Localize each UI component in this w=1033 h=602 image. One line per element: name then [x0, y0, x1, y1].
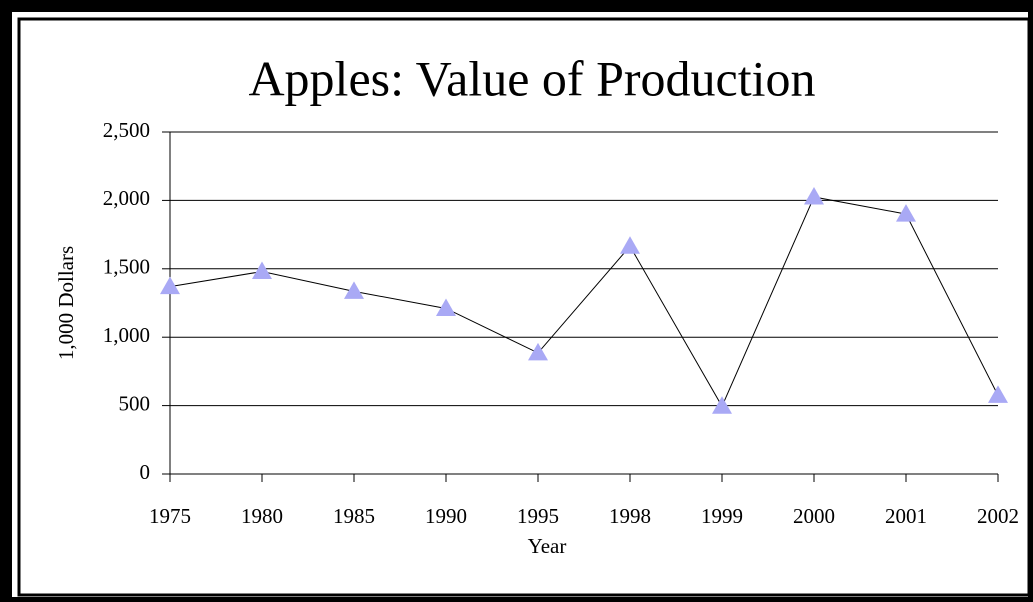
point-marker [252, 261, 272, 280]
point-marker [436, 298, 456, 316]
point-marker [528, 342, 548, 361]
x-tick-label: 2000 [793, 504, 835, 528]
point-marker [896, 204, 916, 222]
y-axis-label: 1,000 Dollars [54, 246, 78, 360]
y-tick-label: 500 [119, 391, 151, 415]
x-tick-label: 1980 [241, 504, 283, 528]
y-tick-label: 1,500 [103, 255, 150, 279]
x-tick-label: 1985 [333, 504, 375, 528]
x-tick-label: 1990 [425, 504, 467, 528]
x-tick-label: 1999 [701, 504, 743, 528]
series-line [169, 196, 999, 408]
point-marker [988, 385, 1008, 403]
x-tick-label: 2002 [977, 504, 1019, 528]
x-axis-label: Year [528, 534, 567, 558]
x-tick-label: 1998 [609, 504, 651, 528]
point-marker [620, 236, 640, 254]
x-tick-label: 2001 [885, 504, 927, 528]
y-tick-label: 2,500 [103, 118, 150, 142]
point-marker [160, 276, 180, 295]
y-tick-label: 2,000 [103, 186, 150, 210]
chart-title: Apples: Value of Production [248, 50, 815, 106]
point-marker [804, 186, 824, 205]
x-tick-label: 1975 [149, 504, 191, 528]
point-marker [344, 281, 364, 299]
y-tick-label: 1,000 [103, 323, 150, 347]
frame-inner [17, 17, 1031, 597]
y-tick-label: 0 [140, 460, 151, 484]
x-tick-label: 1995 [517, 504, 559, 528]
point-marker [712, 396, 732, 414]
